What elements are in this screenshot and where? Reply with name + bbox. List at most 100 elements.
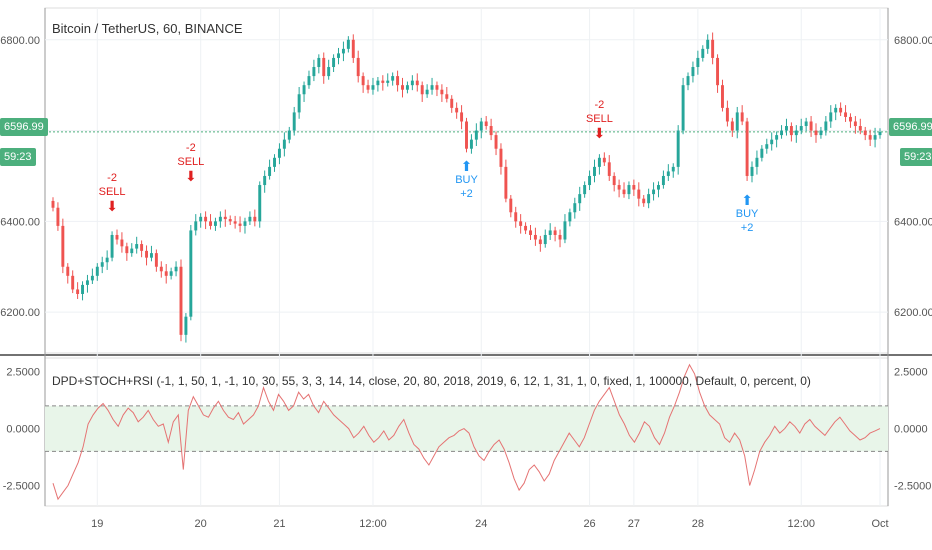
- candle: [302, 81, 306, 102]
- candle: [504, 159, 508, 203]
- candle-body: [686, 76, 690, 86]
- candle: [686, 72, 690, 91]
- candle-body: [120, 239, 124, 247]
- candle-body: [597, 157, 601, 167]
- candle: [583, 181, 587, 198]
- candle: [312, 59, 316, 82]
- chart-title: Bitcoin / TetherUS, 60, BINANCE: [52, 21, 243, 36]
- candle: [228, 215, 232, 225]
- candle: [184, 313, 188, 343]
- candle: [701, 45, 705, 62]
- candle: [548, 223, 552, 240]
- candle-body: [809, 121, 813, 131]
- candle: [671, 163, 675, 178]
- candle-body: [351, 39, 355, 58]
- x-tick-label: 24: [475, 518, 487, 530]
- candle: [873, 127, 877, 148]
- candle: [445, 86, 449, 103]
- signal-qty: -2: [594, 99, 605, 112]
- candle: [218, 211, 222, 228]
- y-tick-label-left: 6800.00: [0, 35, 40, 47]
- candle: [297, 86, 301, 119]
- candle-body: [76, 289, 80, 294]
- candle: [248, 211, 252, 225]
- candle-body: [479, 121, 483, 131]
- candle: [405, 81, 409, 94]
- candle: [794, 125, 798, 143]
- sell-signal: -2 SELL ⬇: [586, 98, 613, 140]
- candle: [573, 197, 577, 219]
- candle: [81, 281, 85, 301]
- candle: [149, 245, 153, 262]
- candle-body: [583, 185, 587, 195]
- candle: [730, 117, 734, 137]
- candle-body: [617, 185, 621, 190]
- candle-body: [548, 230, 552, 235]
- candle-body: [573, 203, 577, 213]
- candle-body: [494, 135, 498, 149]
- candle-body: [725, 107, 729, 122]
- candle: [396, 70, 400, 92]
- candle: [282, 132, 286, 157]
- candle-body: [56, 207, 60, 226]
- candle: [233, 215, 237, 229]
- candle-body: [341, 48, 345, 54]
- candle-body: [529, 230, 532, 235]
- candle-body: [277, 148, 281, 158]
- candle-body: [632, 185, 636, 190]
- candle-body: [396, 76, 400, 86]
- candle: [332, 54, 336, 73]
- candle: [327, 59, 331, 80]
- candle-body: [218, 216, 222, 222]
- candle: [789, 122, 793, 142]
- osc-tick-label-left: -2.5000: [3, 481, 40, 493]
- candle: [71, 270, 75, 294]
- candle: [381, 75, 385, 91]
- candle-body: [356, 57, 360, 77]
- candle-body: [81, 284, 85, 294]
- candle-body: [878, 131, 882, 136]
- candle: [199, 213, 203, 228]
- candle: [85, 274, 89, 293]
- signal-qty: +2: [460, 187, 473, 200]
- candle-body: [130, 248, 134, 254]
- candle: [213, 217, 217, 231]
- candle: [386, 73, 390, 87]
- buy-signal: ⬆ BUY +2: [455, 159, 478, 201]
- candle: [76, 282, 80, 299]
- candle-body: [489, 126, 493, 136]
- candle-body: [199, 216, 203, 222]
- candle: [95, 263, 99, 281]
- candle-body: [538, 239, 542, 245]
- candle: [465, 117, 468, 153]
- candle-body: [504, 166, 508, 199]
- signal-label: SELL: [177, 156, 205, 169]
- candle-body: [302, 85, 306, 95]
- candle: [56, 202, 60, 231]
- candle-body: [701, 48, 705, 58]
- candle: [853, 116, 857, 134]
- candle: [341, 41, 345, 62]
- candle-body: [253, 216, 257, 222]
- y-tick-label-left: 6400.00: [0, 216, 40, 228]
- candle: [401, 77, 404, 98]
- candle: [819, 126, 823, 139]
- signal-label: SELL: [585, 113, 613, 126]
- candle-body: [469, 139, 473, 149]
- candle: [484, 116, 488, 130]
- candle-body: [430, 85, 434, 90]
- osc-tick-label-right: 0.0000: [894, 424, 928, 436]
- candle: [292, 106, 296, 136]
- candle: [253, 209, 257, 227]
- candle: [179, 259, 183, 342]
- candle: [130, 243, 134, 257]
- candle-body: [642, 198, 646, 204]
- candle: [435, 81, 439, 97]
- candle: [661, 170, 665, 189]
- candle-body: [721, 85, 724, 108]
- candle: [750, 161, 754, 183]
- candle-body: [873, 135, 877, 140]
- candle: [617, 179, 621, 198]
- candle: [553, 226, 557, 242]
- candle-body: [524, 225, 528, 231]
